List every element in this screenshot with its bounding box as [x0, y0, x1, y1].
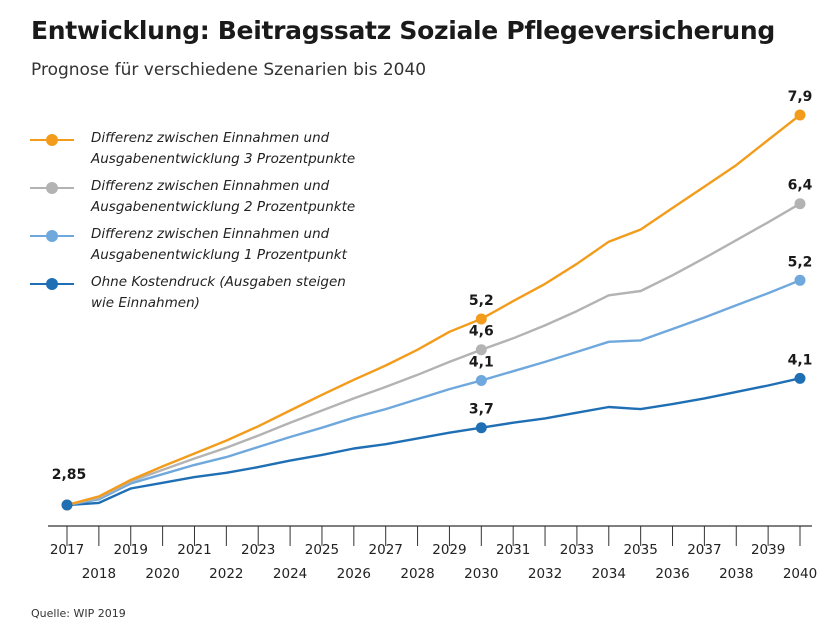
x-tick-label: 2038	[719, 566, 753, 582]
x-tick-label: 2022	[209, 566, 243, 582]
data-label: 4,6	[469, 324, 494, 340]
legend-label-line2: Ausgabenentwicklung 3 Prozentpunkte	[91, 151, 356, 167]
legend-label-line1: Differenz zwischen Einnahmen und	[91, 130, 330, 146]
legend-label: Differenz zwischen Einnahmen und Ausgabe…	[91, 128, 355, 170]
series-line	[65, 202, 802, 507]
data-point	[794, 372, 806, 384]
x-tick-label: 2024	[273, 566, 307, 582]
x-tick-label: 2040	[783, 566, 817, 582]
x-tick-label: 2023	[241, 542, 275, 558]
x-tick-label: 2036	[655, 566, 689, 582]
data-point	[475, 374, 487, 386]
legend-dot	[46, 230, 58, 242]
legend-label-line2: wie Einnahmen)	[91, 295, 200, 311]
legend-item-2pp: Differenz zwischen Einnahmen und Ausgabe…	[30, 176, 410, 224]
data-label: 7,9	[788, 89, 813, 105]
legend-dot	[46, 278, 58, 290]
x-tick-label: 2034	[592, 566, 626, 582]
data-label: 3,7	[469, 402, 494, 418]
series-line	[65, 377, 802, 507]
source-note: Quelle: WIP 2019	[31, 607, 126, 620]
legend-item-3pp: Differenz zwischen Einnahmen und Ausgabe…	[30, 128, 410, 176]
data-point-start	[61, 499, 73, 511]
data-point	[794, 198, 806, 210]
data-label: 2,85	[52, 467, 87, 483]
x-tick-label: 2029	[432, 542, 466, 558]
x-tick-label: 2026	[337, 566, 371, 582]
data-point	[794, 109, 806, 121]
series-line	[65, 279, 802, 507]
legend-item-1pp: Differenz zwischen Einnahmen und Ausgabe…	[30, 224, 410, 272]
legend-label: Differenz zwischen Einnahmen und Ausgabe…	[91, 224, 347, 266]
x-tick-label: 2031	[496, 542, 530, 558]
legend-item-no-pressure: Ohne Kostendruck (Ausgaben steigen wie E…	[30, 272, 410, 320]
series-line	[65, 113, 802, 507]
chart-title: Entwicklung: Beitragssatz Soziale Pflege…	[31, 16, 775, 45]
chart-subtitle: Prognose für verschiedene Szenarien bis …	[31, 60, 427, 80]
legend-swatch-gray	[30, 182, 74, 194]
x-tick-label: 2035	[623, 542, 657, 558]
legend-dot	[46, 182, 58, 194]
data-point	[475, 313, 487, 325]
data-label: 6,4	[788, 178, 813, 194]
legend-label-line1: Differenz zwischen Einnahmen und	[91, 178, 330, 194]
legend-dot	[46, 134, 58, 146]
x-tick-label: 2039	[751, 542, 785, 558]
x-tick-label: 2037	[687, 542, 721, 558]
legend-swatch-blue	[30, 278, 74, 290]
data-label: 5,2	[788, 254, 813, 270]
legend-swatch-light-blue	[30, 230, 74, 242]
legend-label-line2: Ausgabenentwicklung 2 Prozentpunkte	[91, 199, 356, 215]
x-tick-label: 2028	[400, 566, 434, 582]
x-tick-label: 2027	[369, 542, 403, 558]
x-tick-label: 2021	[177, 542, 211, 558]
data-point	[794, 274, 806, 286]
legend-swatch-orange	[30, 134, 74, 146]
legend-label: Ohne Kostendruck (Ausgaben steigen wie E…	[91, 272, 346, 314]
x-tick-label: 2032	[528, 566, 562, 582]
x-tick-label: 2019	[114, 542, 148, 558]
legend-label-line2: Ausgabenentwicklung 1 Prozentpunkt	[91, 247, 347, 263]
x-tick-label: 2018	[82, 566, 116, 582]
x-tick-label: 2033	[560, 542, 594, 558]
x-tick-label: 2025	[305, 542, 339, 558]
data-point	[475, 422, 487, 434]
x-tick-label: 2030	[464, 566, 498, 582]
legend-label: Differenz zwischen Einnahmen und Ausgabe…	[91, 176, 355, 218]
legend-label-line1: Differenz zwischen Einnahmen und	[91, 226, 330, 242]
data-label: 5,2	[469, 293, 494, 309]
x-tick-label: 2020	[145, 566, 179, 582]
x-tick-label: 2017	[50, 542, 84, 558]
data-point	[475, 344, 487, 356]
data-label: 4,1	[469, 354, 494, 370]
data-label: 4,1	[788, 352, 813, 368]
legend-label-line1: Ohne Kostendruck (Ausgaben steigen	[91, 274, 346, 290]
legend: Differenz zwischen Einnahmen und Ausgabe…	[30, 128, 410, 320]
